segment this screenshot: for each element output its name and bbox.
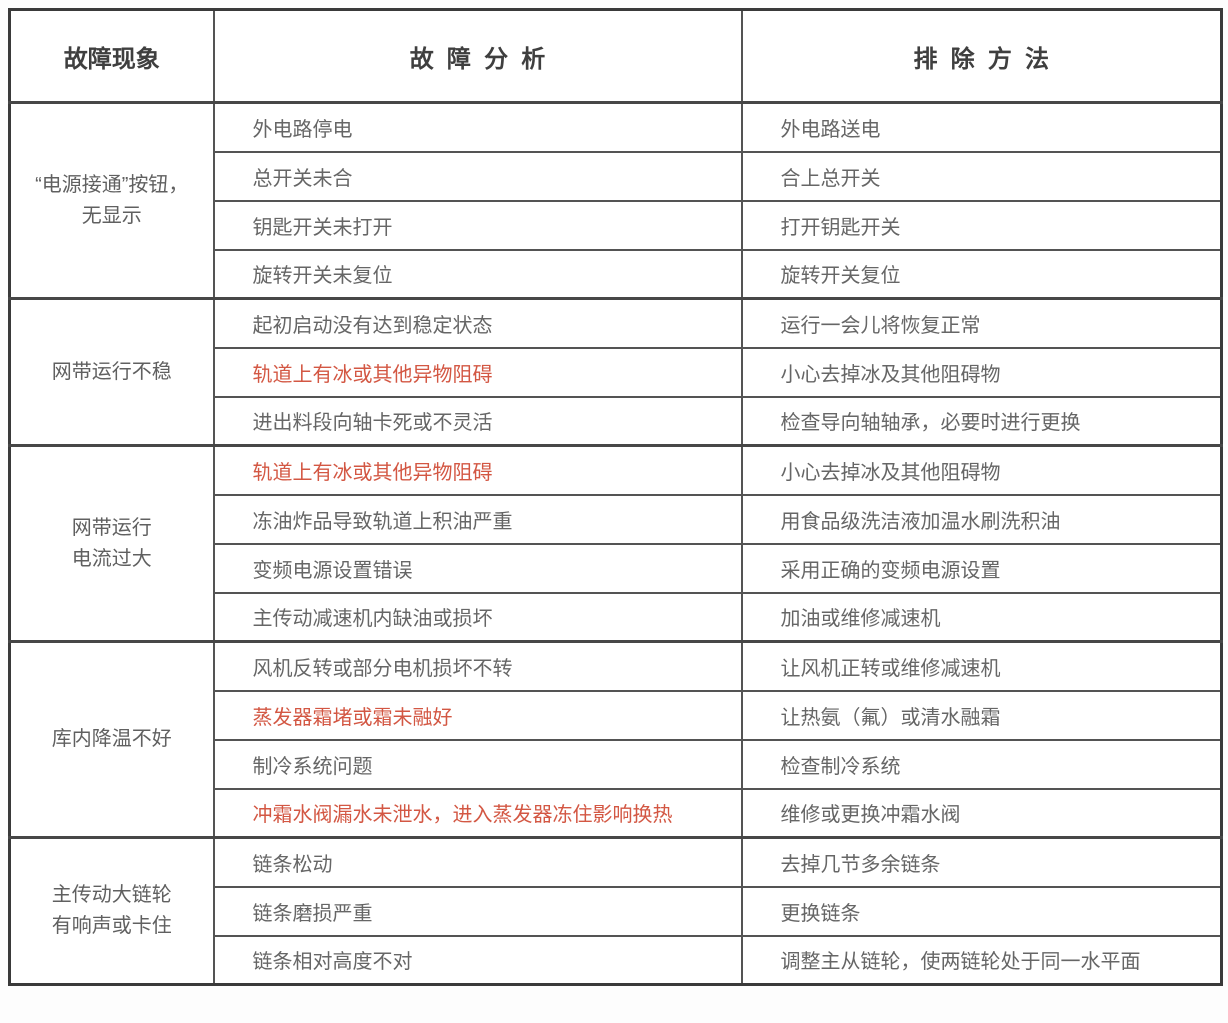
method-cell: 小心去掉冰及其他阻碍物 bbox=[740, 346, 1223, 398]
method-cell: 小心去掉冰及其他阻碍物 bbox=[740, 444, 1223, 496]
method-cell: 让热氨（氟）或清水融霜 bbox=[740, 689, 1223, 741]
method-cell: 运行一会儿将恢复正常 bbox=[740, 297, 1223, 349]
table-row: 网带运行 电流过大 轨道上有冰或其他异物阻碍 小心去掉冰及其他阻碍物 bbox=[8, 444, 1223, 643]
phenomenon-cell: 主传动大链轮 有响声或卡住 bbox=[8, 836, 215, 986]
method-cell: 维修或更换冲霜水阀 bbox=[740, 787, 1223, 839]
fault-troubleshooting-table: 故障现象 故障分析 排除方法 “电源接通”按钮， 无显示 外电路停电 外电路送电 总开… bbox=[8, 8, 1223, 986]
method-cell: 调整主从链轮，使两链轮处于同一水平面 bbox=[740, 934, 1223, 986]
phenomenon-cell: 网带运行不稳 bbox=[8, 297, 215, 447]
table-row: 钥匙开关未打开 打开钥匙开关 bbox=[10, 199, 1223, 251]
method-cell: 加油或维修减速机 bbox=[740, 591, 1223, 643]
table-row: 总开关未合 合上总开关 bbox=[10, 150, 1223, 202]
table-row: 旋转开关未复位 旋转开关复位 bbox=[10, 248, 1223, 300]
phenomenon-cell: 网带运行 电流过大 bbox=[8, 444, 215, 643]
method-cell: 检查制冷系统 bbox=[740, 738, 1223, 790]
table-body: “电源接通”按钮， 无显示 外电路停电 外电路送电 总开关未合 合上总开关 钥匙开关未打开… bbox=[8, 101, 1223, 986]
table-row: 轨道上有冰或其他异物阻碍 小心去掉冰及其他阻碍物 bbox=[10, 346, 1223, 398]
analysis-cell: 链条磨损严重 bbox=[212, 885, 743, 937]
header-cell-method: 排除方法 bbox=[740, 8, 1223, 104]
method-cell: 旋转开关复位 bbox=[740, 248, 1223, 300]
method-cell: 更换链条 bbox=[740, 885, 1223, 937]
table-row: 链条磨损严重 更换链条 bbox=[10, 885, 1223, 937]
phenomenon-cell: 库内降温不好 bbox=[8, 640, 215, 839]
analysis-cell: 变频电源设置错误 bbox=[212, 542, 743, 594]
table-row: 冲霜水阀漏水未泄水，进入蒸发器冻住影响换热 维修或更换冲霜水阀 bbox=[10, 787, 1223, 839]
analysis-cell: 蒸发器霜堵或霜未融好 bbox=[212, 689, 743, 741]
analysis-cell: 主传动减速机内缺油或损坏 bbox=[212, 591, 743, 643]
method-cell: 让风机正转或维修减速机 bbox=[740, 640, 1223, 692]
analysis-cell: 轨道上有冰或其他异物阻碍 bbox=[212, 346, 743, 398]
table-row: 网带运行不稳 起初启动没有达到稳定状态 运行一会儿将恢复正常 bbox=[8, 297, 1223, 447]
table-row: 蒸发器霜堵或霜未融好 让热氨（氟）或清水融霜 bbox=[10, 689, 1223, 741]
method-cell: 外电路送电 bbox=[740, 101, 1223, 153]
table-row: 主传动减速机内缺油或损坏 加油或维修减速机 bbox=[10, 591, 1223, 643]
table-row: 链条相对高度不对 调整主从链轮，使两链轮处于同一水平面 bbox=[10, 934, 1223, 986]
analysis-cell: 制冷系统问题 bbox=[212, 738, 743, 790]
analysis-cell: 钥匙开关未打开 bbox=[212, 199, 743, 251]
table-row: “电源接通”按钮， 无显示 外电路停电 外电路送电 bbox=[8, 101, 1223, 300]
analysis-cell: 冲霜水阀漏水未泄水，进入蒸发器冻住影响换热 bbox=[212, 787, 743, 839]
table-row: 制冷系统问题 检查制冷系统 bbox=[10, 738, 1223, 790]
method-cell: 合上总开关 bbox=[740, 150, 1223, 202]
analysis-cell: 链条相对高度不对 bbox=[212, 934, 743, 986]
method-cell: 打开钥匙开关 bbox=[740, 199, 1223, 251]
method-cell: 去掉几节多余链条 bbox=[740, 836, 1223, 888]
method-cell: 采用正确的变频电源设置 bbox=[740, 542, 1223, 594]
analysis-cell: 风机反转或部分电机损坏不转 bbox=[212, 640, 743, 692]
header-cell-analysis: 故障分析 bbox=[212, 8, 743, 104]
header-cell-phenomenon: 故障现象 bbox=[8, 8, 215, 104]
analysis-cell: 起初启动没有达到稳定状态 bbox=[212, 297, 743, 349]
analysis-cell: 冻油炸品导致轨道上积油严重 bbox=[212, 493, 743, 545]
method-cell: 检查导向轴轴承，必要时进行更换 bbox=[740, 395, 1223, 447]
analysis-cell: 旋转开关未复位 bbox=[212, 248, 743, 300]
table-row: 进出料段向轴卡死或不灵活 检查导向轴轴承，必要时进行更换 bbox=[10, 395, 1223, 447]
analysis-cell: 轨道上有冰或其他异物阻碍 bbox=[212, 444, 743, 496]
analysis-cell: 外电路停电 bbox=[212, 101, 743, 153]
phenomenon-cell: “电源接通”按钮， 无显示 bbox=[8, 101, 215, 300]
table-row: 冻油炸品导致轨道上积油严重 用食品级洗洁液加温水刷洗积油 bbox=[10, 493, 1223, 545]
analysis-cell: 总开关未合 bbox=[212, 150, 743, 202]
analysis-cell: 链条松动 bbox=[212, 836, 743, 888]
table-row: 变频电源设置错误 采用正确的变频电源设置 bbox=[10, 542, 1223, 594]
header-row: 故障现象 故障分析 排除方法 bbox=[8, 8, 1223, 104]
table-row: 库内降温不好 风机反转或部分电机损坏不转 让风机正转或维修减速机 bbox=[8, 640, 1223, 839]
analysis-cell: 进出料段向轴卡死或不灵活 bbox=[212, 395, 743, 447]
table-row: 主传动大链轮 有响声或卡住 链条松动 去掉几节多余链条 bbox=[8, 836, 1223, 986]
method-cell: 用食品级洗洁液加温水刷洗积油 bbox=[740, 493, 1223, 545]
